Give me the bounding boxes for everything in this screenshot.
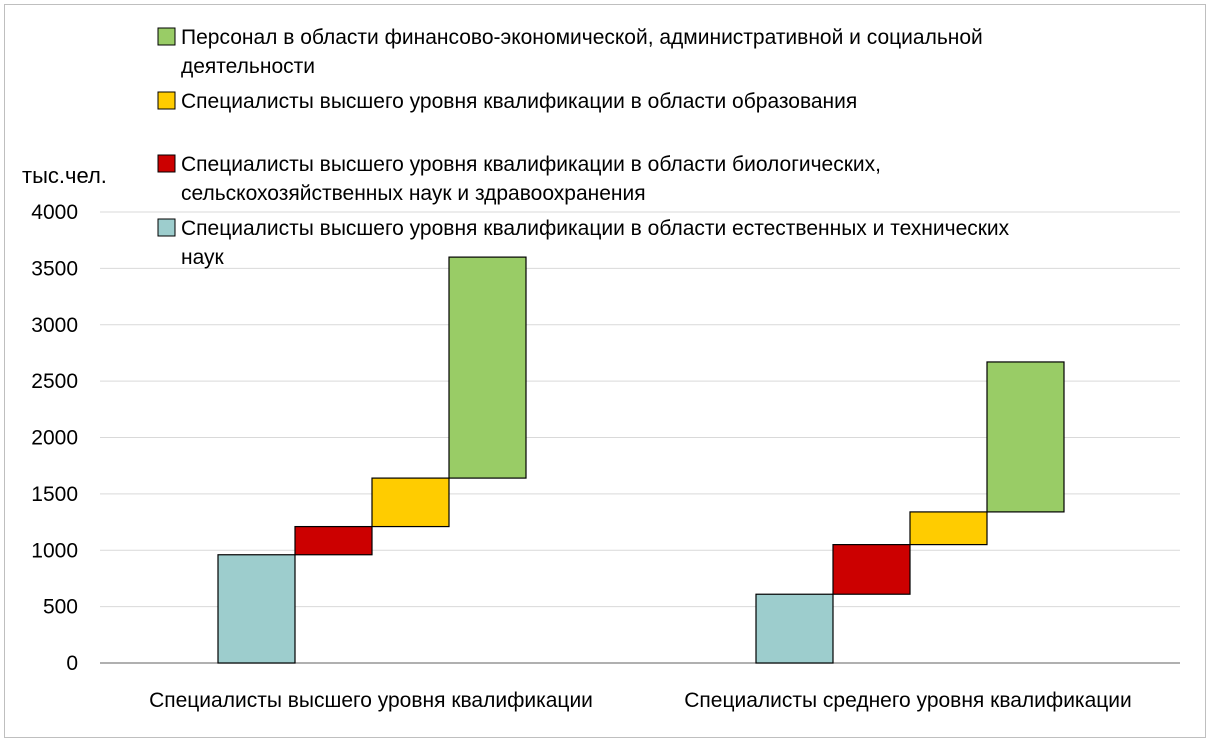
y-tick-label: 3500 — [31, 257, 78, 280]
y-tick-label: 1500 — [31, 483, 78, 506]
x-category-label: Специалисты среднего уровня квалификации — [684, 689, 1132, 712]
legend-swatch — [157, 27, 176, 46]
x-axis-categories: Специалисты высшего уровня квалификации С… — [149, 689, 1132, 712]
legend: Персонал в области финансово-экономическ… — [157, 26, 1010, 269]
y-tick-label: 2000 — [31, 427, 78, 450]
y-axis-label: тыс.чел. — [22, 163, 107, 188]
legend-swatch — [157, 154, 176, 173]
legend-swatch — [157, 218, 176, 237]
bar-segment — [755, 593, 834, 664]
x-category-label: Специалисты высшего уровня квалификации — [149, 689, 593, 712]
legend-label: Персонал в области финансово-экономическ… — [181, 26, 983, 78]
y-tick-label: 4000 — [31, 201, 78, 224]
bars — [217, 256, 1065, 664]
legend-label: Специалисты высшего уровня квалификации … — [181, 90, 857, 113]
legend-swatch — [157, 91, 176, 110]
y-tick-label: 3000 — [31, 314, 78, 337]
legend-label: Специалисты высшего уровня квалификации … — [181, 217, 1010, 269]
bar-segment — [832, 544, 911, 595]
bar-segment — [294, 525, 373, 556]
legend-label: Специалисты высшего уровня квалификации … — [181, 153, 881, 205]
bar-segment — [371, 477, 450, 528]
y-tick-label: 1000 — [31, 539, 78, 562]
y-tick-label: 500 — [43, 596, 78, 619]
y-axis-ticks: 0 500 1000 1500 2000 2500 3000 3500 4000 — [31, 201, 78, 675]
bar-segment — [909, 511, 988, 546]
y-tick-label: 0 — [66, 652, 78, 675]
y-tick-label: 2500 — [31, 370, 78, 393]
bar-segment — [217, 554, 296, 664]
bar-segment — [448, 256, 527, 479]
bar-segment — [986, 361, 1065, 513]
